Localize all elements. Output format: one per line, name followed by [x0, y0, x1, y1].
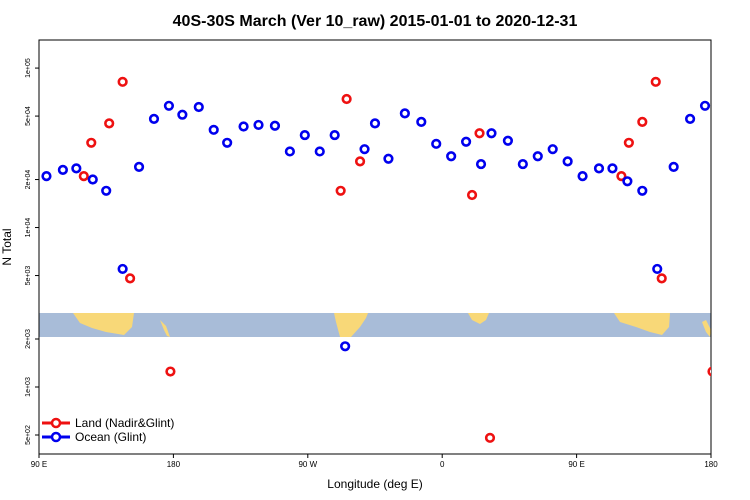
y-axis: 5e+02 1e+03 2e+03 5e+03 1e+04 2e+04 5e+04 1e+05 [25, 58, 39, 445]
world-map-strip [39, 313, 711, 337]
ocean-point [87, 174, 98, 185]
land-point [707, 366, 711, 377]
ocean-point [475, 158, 487, 170]
ocean-point [177, 109, 188, 120]
ocean-point [284, 146, 295, 157]
ocean-point [622, 176, 633, 187]
ocean-point [684, 113, 696, 125]
land-point [86, 137, 97, 148]
legend-marker-land [50, 417, 62, 429]
ocean-point [431, 138, 442, 149]
ocean-point [383, 153, 394, 164]
ocean-point [57, 164, 68, 175]
legend: Land (Nadir&Glint) Ocean (Glint) [42, 416, 174, 444]
x-axis: 90 E 180 90 W 0 90 E 180 [31, 454, 718, 469]
new-zealand-shape-west [160, 320, 170, 337]
new-zealand-shape-east [702, 320, 711, 337]
legend-item-land: Land (Nadir&Glint) [42, 416, 174, 430]
y-tick-label: 5e+04 [25, 106, 32, 126]
y-tick-label: 1e+04 [25, 218, 32, 238]
ocean-point [577, 171, 588, 182]
ocean-point [699, 100, 711, 111]
ocean-point [208, 124, 219, 135]
y-tick-label: 5e+03 [25, 266, 32, 286]
ocean-point [101, 185, 112, 196]
y-tick-label: 1e+05 [25, 58, 32, 78]
x-tick-label: 180 [704, 460, 718, 469]
land-point [78, 171, 89, 182]
ocean-point [399, 108, 410, 119]
ocean-point [71, 163, 82, 174]
land-point [335, 185, 346, 196]
ocean-point [117, 263, 128, 275]
ocean-point [222, 137, 233, 148]
ocean-point [416, 116, 427, 127]
australia-shape-west [73, 313, 134, 335]
land-point [656, 273, 667, 284]
y-tick-label: 2e+04 [25, 170, 32, 190]
legend-label-land: Land (Nadir&Glint) [75, 416, 174, 430]
data-points [41, 76, 711, 443]
ocean-point [133, 161, 145, 173]
plot-frame [38, 39, 712, 455]
ocean-point [329, 129, 340, 141]
ocean-point [517, 158, 528, 170]
ocean-point [238, 121, 249, 132]
land-point [165, 366, 176, 377]
land-point [484, 432, 496, 443]
x-tick-label: 90 W [298, 460, 317, 469]
ocean-point [314, 146, 325, 157]
land-point [117, 76, 128, 87]
x-tick-label: 180 [167, 460, 181, 469]
land-point [104, 118, 115, 129]
x-tick-label: 90 E [568, 460, 584, 469]
ocean-point [253, 119, 264, 131]
x-tick-label: 90 E [31, 460, 47, 469]
ocean-point [637, 185, 648, 196]
land-point [616, 171, 627, 182]
ocean-point [299, 129, 310, 141]
ocean-point [269, 120, 281, 131]
y-tick-label: 2e+03 [25, 329, 32, 349]
south-africa-shape [468, 313, 489, 324]
ocean-point [486, 128, 497, 139]
x-axis-label: Longitude (deg E) [327, 477, 422, 491]
legend-item-ocean: Ocean (Glint) [42, 430, 146, 444]
chart-title: 40S-30S March (Ver 10_raw) 2015-01-01 to… [173, 13, 578, 30]
x-tick-label: 0 [440, 460, 445, 469]
land-point [124, 273, 136, 284]
ocean-point [340, 341, 351, 352]
ocean-point [359, 144, 370, 155]
y-tick-label: 5e+02 [25, 425, 32, 445]
ocean-point [193, 101, 204, 113]
land-point [474, 128, 485, 139]
ocean-point [562, 156, 573, 167]
land-point [354, 156, 366, 167]
ocean-point [41, 171, 52, 182]
y-tick-label: 1e+03 [25, 377, 32, 397]
australia-shape-east [614, 313, 670, 335]
land-point [623, 137, 634, 148]
land-point [637, 116, 648, 127]
y-axis-label: N Total [0, 228, 14, 265]
south-america-shape [334, 313, 368, 337]
ocean-point [148, 113, 160, 125]
legend-marker-ocean [50, 431, 62, 443]
ocean-point [652, 263, 663, 275]
ocean-point [607, 163, 618, 174]
land-point [341, 93, 352, 105]
land-point [466, 189, 478, 201]
ocean-point [446, 151, 457, 162]
ocean-point [460, 136, 472, 147]
land-point [650, 76, 661, 87]
ocean-point [547, 144, 558, 155]
ocean-point [163, 100, 175, 111]
ocean-point [369, 118, 381, 129]
ocean-point [668, 161, 679, 173]
ocean-point [502, 135, 514, 146]
ocean-point [532, 151, 543, 162]
ocean-point [593, 163, 605, 174]
legend-label-ocean: Ocean (Glint) [75, 430, 146, 444]
